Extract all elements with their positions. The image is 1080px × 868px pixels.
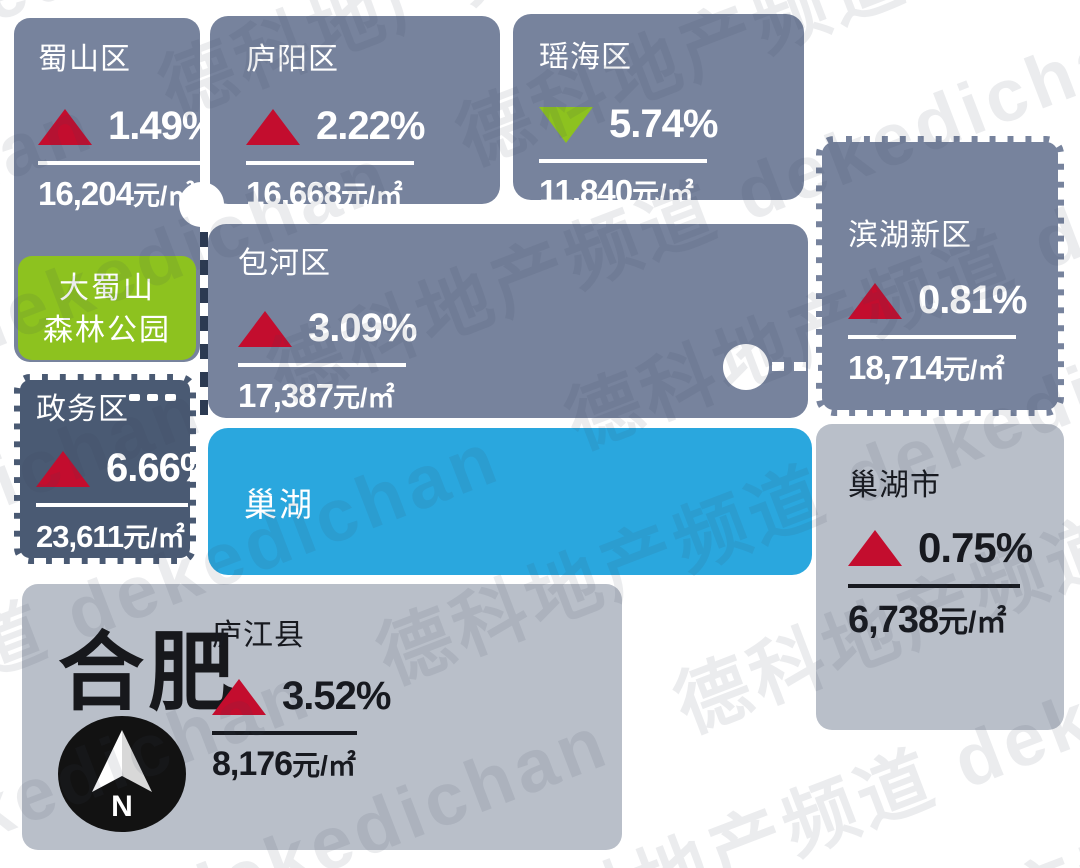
price-value: 16,668 <box>246 175 342 212</box>
price-unit: 元/㎡ <box>632 179 694 209</box>
north-label: N <box>111 790 133 823</box>
city-title: 合肥 <box>58 625 238 721</box>
price-unit: 元/㎡ <box>123 523 185 553</box>
price: 16,204元/㎡ <box>38 174 200 213</box>
dashed-connector-line <box>772 362 818 371</box>
lake-chaohu-block: 巢湖 <box>208 428 812 575</box>
trend-row: 6.66% <box>36 446 215 491</box>
district-card-chaohu: 巢湖市 0.75% 6,738元/㎡ <box>816 424 1064 730</box>
district-name: 蜀山区 <box>38 43 131 76</box>
trend-triangle-icon <box>539 106 593 143</box>
trend-row: 2.22% <box>246 104 500 149</box>
trend-row: 1.49% <box>38 104 217 149</box>
price: 17,387元/㎡ <box>238 376 808 415</box>
price-divider <box>212 731 357 735</box>
price-divider <box>848 584 1020 588</box>
price-unit: 元/㎡ <box>942 355 1005 385</box>
price-divider <box>38 161 206 165</box>
price-divider <box>238 363 406 367</box>
price: 6,738元/㎡ <box>848 597 1064 642</box>
change-percent: 0.75% <box>918 524 1033 571</box>
trend-triangle-icon <box>848 530 902 566</box>
price-value: 17,387 <box>238 377 334 414</box>
trend-triangle-icon <box>38 108 92 145</box>
park-block-dashushan: 大蜀山 森林公园 <box>18 256 196 360</box>
change-percent: 3.09% <box>308 306 417 350</box>
trend-row: 0.81% <box>848 278 1058 323</box>
district-card-zhengwu: 政务区 6.66% 23,611元/㎡ <box>14 374 215 564</box>
district-name: 瑶海区 <box>539 41 632 74</box>
lake-name: 巢湖 <box>244 485 314 523</box>
trend-row: 3.52% <box>212 674 391 719</box>
change-percent: 5.74% <box>609 102 718 146</box>
change-percent: 1.49% <box>108 104 217 148</box>
price-value: 23,611 <box>36 519 124 554</box>
price: 11,840元/㎡ <box>539 172 804 211</box>
district-name: 包河区 <box>238 247 331 280</box>
price-unit: 元/㎡ <box>938 606 1007 639</box>
trend-triangle-icon <box>212 678 266 715</box>
price-value: 18,714 <box>848 349 944 386</box>
trend-triangle-icon <box>36 450 90 487</box>
price-divider <box>539 159 707 163</box>
north-arrow-icon <box>92 730 152 792</box>
price-value: 11,840 <box>539 173 633 210</box>
price: 23,611元/㎡ <box>36 516 190 555</box>
price-unit: 元/㎡ <box>340 181 403 211</box>
dashed-boundary-line <box>200 232 208 422</box>
district-card-yaohai: 瑶海区 5.74% 11,840元/㎡ <box>513 14 804 210</box>
trend-triangle-icon <box>246 108 300 145</box>
north-compass-icon: N <box>58 716 186 832</box>
price: 16,668元/㎡ <box>246 174 500 213</box>
price-value: 6,738 <box>848 599 939 641</box>
price-divider <box>36 503 188 507</box>
change-percent: 6.66% <box>106 446 215 490</box>
district-name: 政务区 <box>36 393 129 426</box>
district-card-luyang: 庐阳区 2.22% 16,668元/㎡ <box>210 16 500 212</box>
price-divider <box>246 161 414 165</box>
price-unit: 元/㎡ <box>332 383 395 413</box>
junction-circle-icon <box>723 344 769 390</box>
price-value: 8,176 <box>212 745 293 783</box>
change-percent: 0.81% <box>918 278 1027 322</box>
district-name: 庐江县 <box>212 619 305 652</box>
junction-circle-icon <box>179 182 224 227</box>
district-name: 巢湖市 <box>848 469 941 502</box>
district-name: 庐阳区 <box>246 43 339 76</box>
district-card-baohe: 包河区 3.09% 17,387元/㎡ <box>208 224 808 418</box>
trend-row: 3.09% <box>238 306 808 351</box>
price-value: 16,204 <box>38 175 134 212</box>
dotted-connector-icon <box>129 394 176 401</box>
district-name: 滨湖新区 <box>848 219 972 252</box>
price-unit: 元/㎡ <box>292 750 356 781</box>
park-name-line2: 森林公园 <box>43 314 171 347</box>
price-divider <box>848 335 1016 339</box>
district-card-lujiang: 庐江县 3.52% 8,176元/㎡ <box>212 618 391 784</box>
city-card-hefei: 合肥 庐江县 3.52% 8,176元/㎡ N <box>22 584 622 850</box>
trend-row: 5.74% <box>539 102 804 147</box>
change-percent: 2.22% <box>316 104 425 148</box>
district-card-binhu: 滨湖新区 0.81% 18,714元/㎡ <box>816 136 1064 416</box>
price: 8,176元/㎡ <box>212 744 390 784</box>
price: 18,714元/㎡ <box>848 348 1058 387</box>
park-name-line1: 大蜀山 <box>59 272 155 305</box>
trend-triangle-icon <box>238 310 292 347</box>
trend-row: 0.75% <box>848 524 1064 572</box>
trend-triangle-icon <box>848 282 902 319</box>
change-percent: 3.52% <box>282 674 391 718</box>
